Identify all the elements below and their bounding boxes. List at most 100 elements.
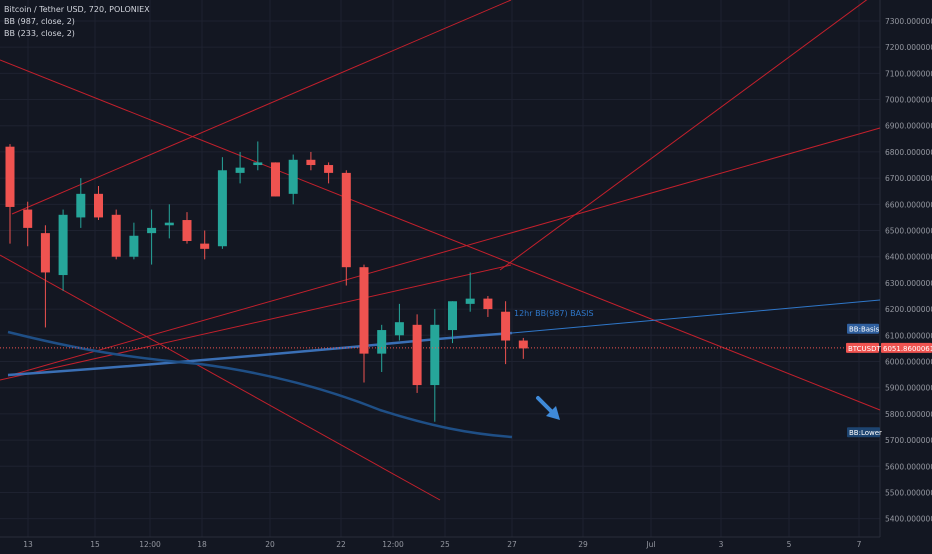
time-tick-label[interactable]: 13 [23,540,33,549]
candle[interactable] [465,272,475,312]
candle[interactable] [324,162,334,184]
candle[interactable] [76,178,86,228]
candle[interactable] [518,337,528,359]
candle-body[interactable] [94,193,103,218]
time-tick-label[interactable]: 29 [578,540,588,549]
candle[interactable] [359,264,369,383]
candle[interactable] [271,162,280,197]
candle[interactable] [111,209,121,260]
candle-body[interactable] [448,301,457,331]
price-tick-label[interactable]: 6600.00000000 [885,200,932,209]
price-tick-label[interactable]: 6100.00000000 [885,331,932,340]
time-tick-label[interactable]: 22 [336,540,346,549]
candle-body[interactable] [483,298,493,310]
candle-body[interactable] [377,330,387,354]
candle[interactable] [23,201,33,247]
symbol-title[interactable]: Bitcoin / Tether USD, 720, POLONIEX [4,5,150,14]
candle-body[interactable] [147,227,157,234]
candle[interactable] [58,209,68,291]
candle-body[interactable] [253,162,263,166]
candle[interactable] [394,303,404,341]
candle[interactable] [164,204,174,239]
time-tick-label[interactable]: 18 [197,540,207,549]
candle-body[interactable] [412,324,422,386]
price-tick-label[interactable]: 5500.00000000 [885,488,932,497]
price-tick-label[interactable]: 5900.00000000 [885,384,932,393]
time-tick-label[interactable]: 27 [507,540,517,549]
candle-body[interactable] [200,243,210,249]
price-axis[interactable]: 7300.00000000 7200.00000000 7100.00000000 7… [846,17,932,524]
candle-body[interactable] [235,167,245,173]
price-tick-label[interactable]: 6900.00000000 [885,122,932,131]
candle-body[interactable] [394,322,404,336]
candle-body[interactable] [40,233,50,273]
candle-body[interactable] [217,170,227,247]
current-price-tag[interactable]: 6051.86000612 [881,342,932,353]
price-tick-label[interactable]: 6800.00000000 [885,148,932,157]
price-tick-label[interactable]: 7100.00000000 [885,69,932,78]
candle-body[interactable] [359,267,369,354]
indicator-bb-233[interactable]: BB (233, close, 2) [4,29,75,38]
symbol-price-tag[interactable]: BTCUSDT [846,342,882,353]
indicator-bb-987[interactable]: BB (987, close, 2) [4,17,75,26]
bb-basis-tag[interactable]: BB:Basis [847,323,880,334]
price-tick-label[interactable]: 5700.00000000 [885,436,932,445]
candle[interactable] [129,222,139,260]
price-tick-label[interactable]: 5400.00000000 [885,515,932,524]
candle[interactable] [40,225,50,328]
candle[interactable] [147,209,157,265]
candle[interactable] [182,212,192,244]
candle-body[interactable] [182,220,192,241]
candle-body[interactable] [129,235,139,257]
candle[interactable] [341,170,351,286]
time-tick-label[interactable]: 5 [787,540,792,549]
candle-body[interactable] [23,209,33,228]
price-tick-label[interactable]: 6200.00000000 [885,305,932,314]
candle[interactable] [5,144,15,244]
time-tick-label[interactable]: 3 [719,540,724,549]
price-tick-label[interactable]: 6400.00000000 [885,253,932,262]
price-tick-label[interactable]: 7300.00000000 [885,17,932,26]
time-tick-label[interactable]: 12:00 [139,540,161,549]
time-tick-label[interactable]: 15 [90,540,100,549]
time-tick-label[interactable]: 20 [265,540,275,549]
candle[interactable] [306,151,316,171]
bb-lower-tag[interactable]: BB:Lower [847,427,882,438]
candle-body[interactable] [5,146,15,207]
candle[interactable] [288,154,298,205]
time-tick-label[interactable]: 12:00 [382,540,404,549]
candle-body[interactable] [76,193,86,218]
time-tick-label[interactable]: 25 [440,540,450,549]
price-tick-label[interactable]: 7200.00000000 [885,43,932,52]
candle-body[interactable] [518,340,528,349]
candles[interactable] [5,141,528,422]
price-tick-label[interactable]: 6500.00000000 [885,227,932,236]
candle[interactable] [200,230,210,260]
price-tick-label[interactable]: 6700.00000000 [885,174,932,183]
candle[interactable] [253,141,263,171]
candle-body[interactable] [306,159,316,166]
time-tick-label[interactable]: Jul [645,540,655,549]
candle-body[interactable] [430,324,440,386]
candle-body[interactable] [271,162,280,197]
candle-body[interactable] [341,172,351,268]
candle-body[interactable] [111,214,121,257]
candle[interactable] [448,301,457,344]
candle[interactable] [412,314,422,393]
candle-body[interactable] [288,159,298,194]
candle-body[interactable] [164,222,174,226]
price-tick-label[interactable]: 6000.00000000 [885,357,932,366]
time-axis[interactable]: 13 15 12:00 18 20 22 12:00 25 27 29 Jul 3 5 7 [23,540,861,549]
price-tick-label[interactable]: 5600.00000000 [885,462,932,471]
candle-body[interactable] [465,298,475,304]
candle[interactable] [94,185,103,221]
candle[interactable] [430,309,440,422]
candle-body[interactable] [501,311,511,341]
candle[interactable] [235,151,245,184]
price-tick-label[interactable]: 6300.00000000 [885,279,932,288]
candle[interactable] [483,296,493,317]
candle[interactable] [217,157,227,249]
price-tick-label[interactable]: 5800.00000000 [885,410,932,419]
